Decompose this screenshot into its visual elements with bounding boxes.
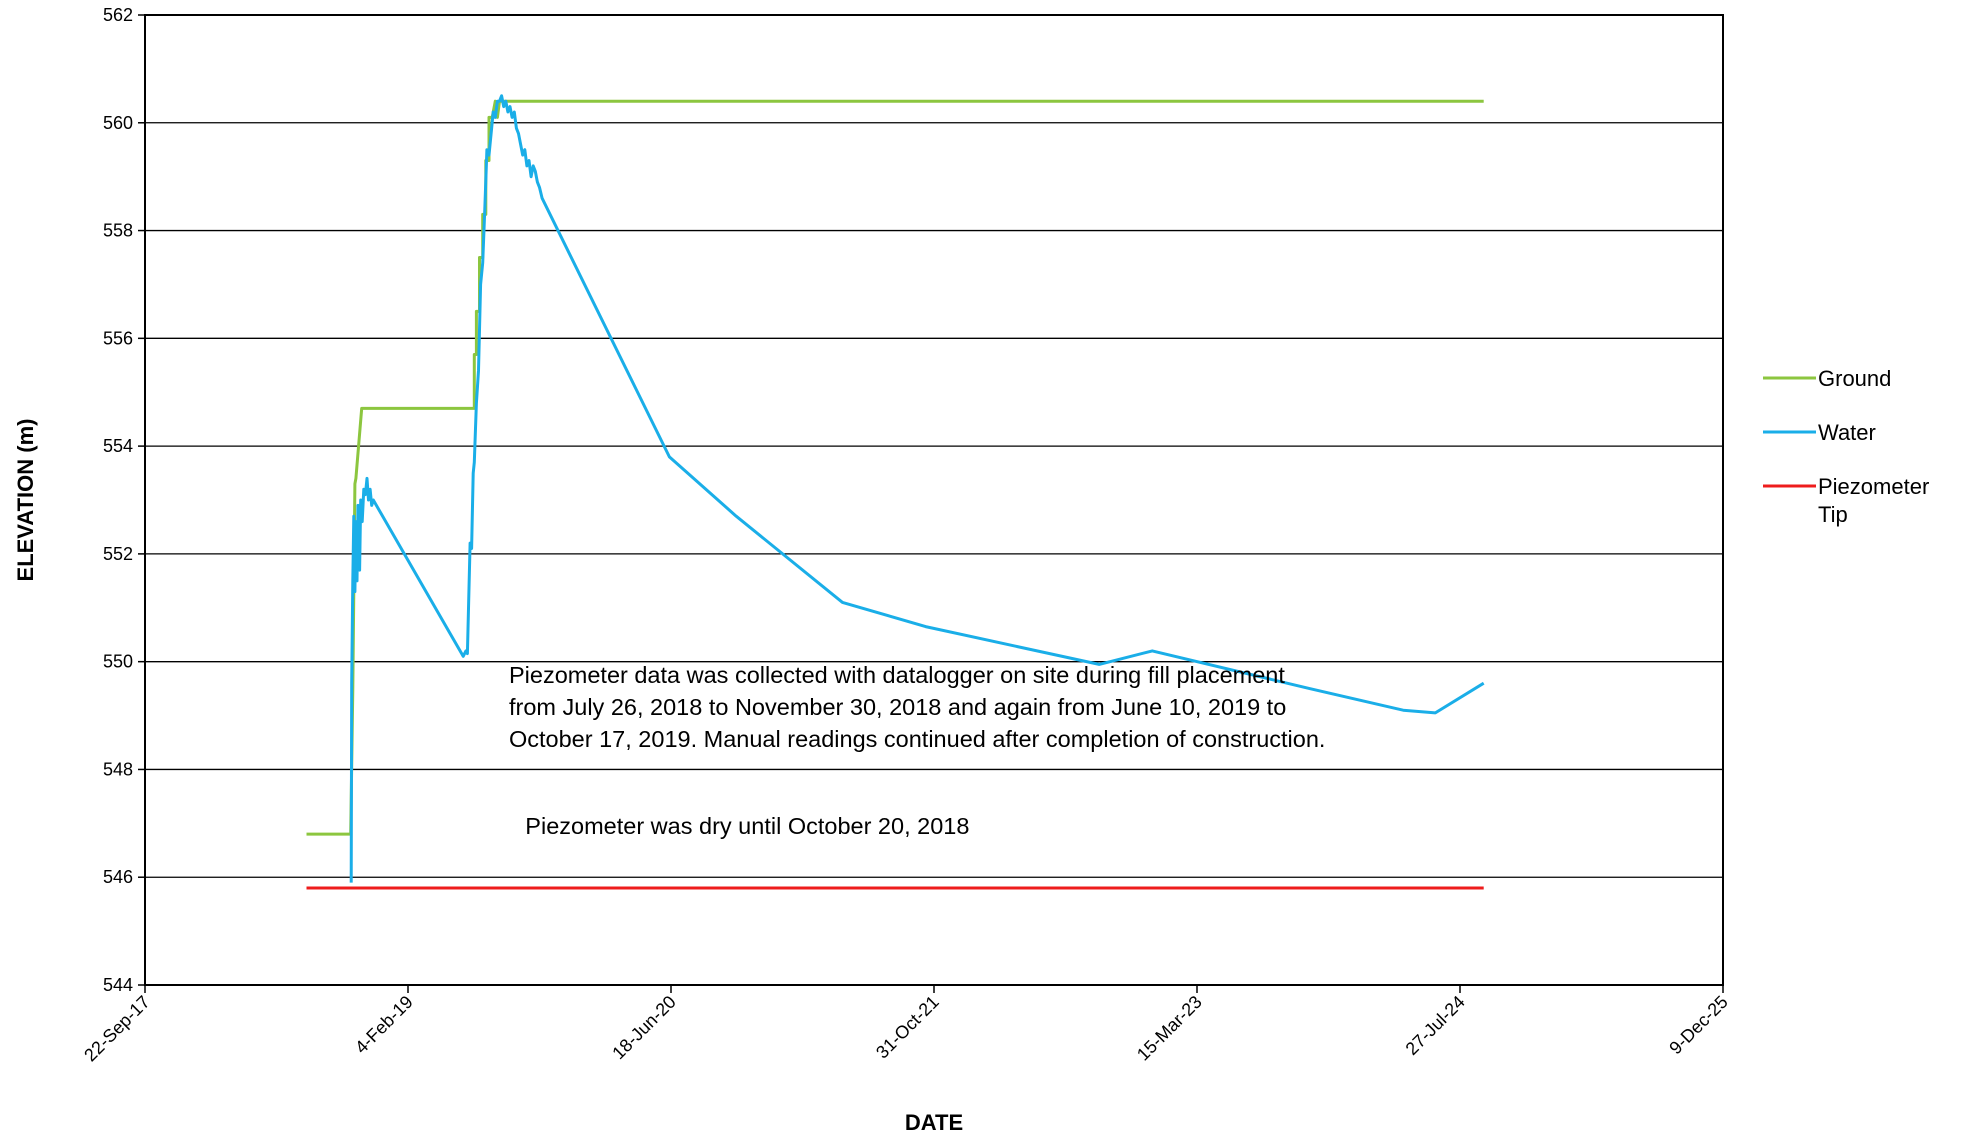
legend-label: Piezometer [1818,474,1929,499]
series-lines [306,94,1485,890]
y-tick-label: 558 [103,221,133,241]
x-axis: 22-Sep-17 4-Feb-19 18-Jun-20 31-Oct-21 15-Ma… [80,985,1732,1065]
annotation-text: from July 26, 2018 to November 30, 2018 … [509,694,1286,720]
annotation-text: Piezometer was dry until October 20, 201… [525,813,969,839]
y-tick-label: 552 [103,544,133,564]
legend-label: Water [1818,420,1876,445]
y-tick-label: 548 [103,759,133,779]
y-tick-label: 556 [103,328,133,348]
y-tick-label: 544 [103,975,133,995]
x-tick-label: 4-Feb-19 [351,992,417,1058]
y-tick-label: 554 [103,436,133,456]
plot-area-frame [144,14,1724,986]
legend-label: Tip [1818,502,1848,527]
legend: Ground Water Piezometer Tip [1763,366,1929,527]
annotations: Piezometer data was collected with datal… [509,662,1325,839]
x-tick-label: 15-Mar-23 [1133,992,1206,1065]
x-tick-label: 9-Dec-25 [1665,992,1731,1058]
grid-lines [145,14,1723,986]
series-line-0 [306,99,1484,836]
annotation-text: October 17, 2019. Manual readings contin… [509,726,1325,752]
x-axis-title: DATE [905,1110,963,1134]
y-axis: 544 546 548 550 552 554 556 558 560 562 [103,5,145,995]
y-tick-label: 562 [103,5,133,25]
x-tick-label: 27-Jul-24 [1402,992,1469,1059]
y-tick-label: 560 [103,113,133,133]
y-tick-label: 546 [103,867,133,887]
x-tick-label: 18-Jun-20 [608,992,679,1063]
y-axis-title: ELEVATION (m) [13,419,38,582]
x-tick-label: 31-Oct-21 [872,992,943,1063]
y-tick-label: 550 [103,652,133,672]
legend-label: Ground [1818,366,1891,391]
annotation-text: Piezometer data was collected with datal… [509,662,1285,688]
x-tick-label: 22-Sep-17 [80,992,154,1066]
series-line-1 [349,94,1485,883]
